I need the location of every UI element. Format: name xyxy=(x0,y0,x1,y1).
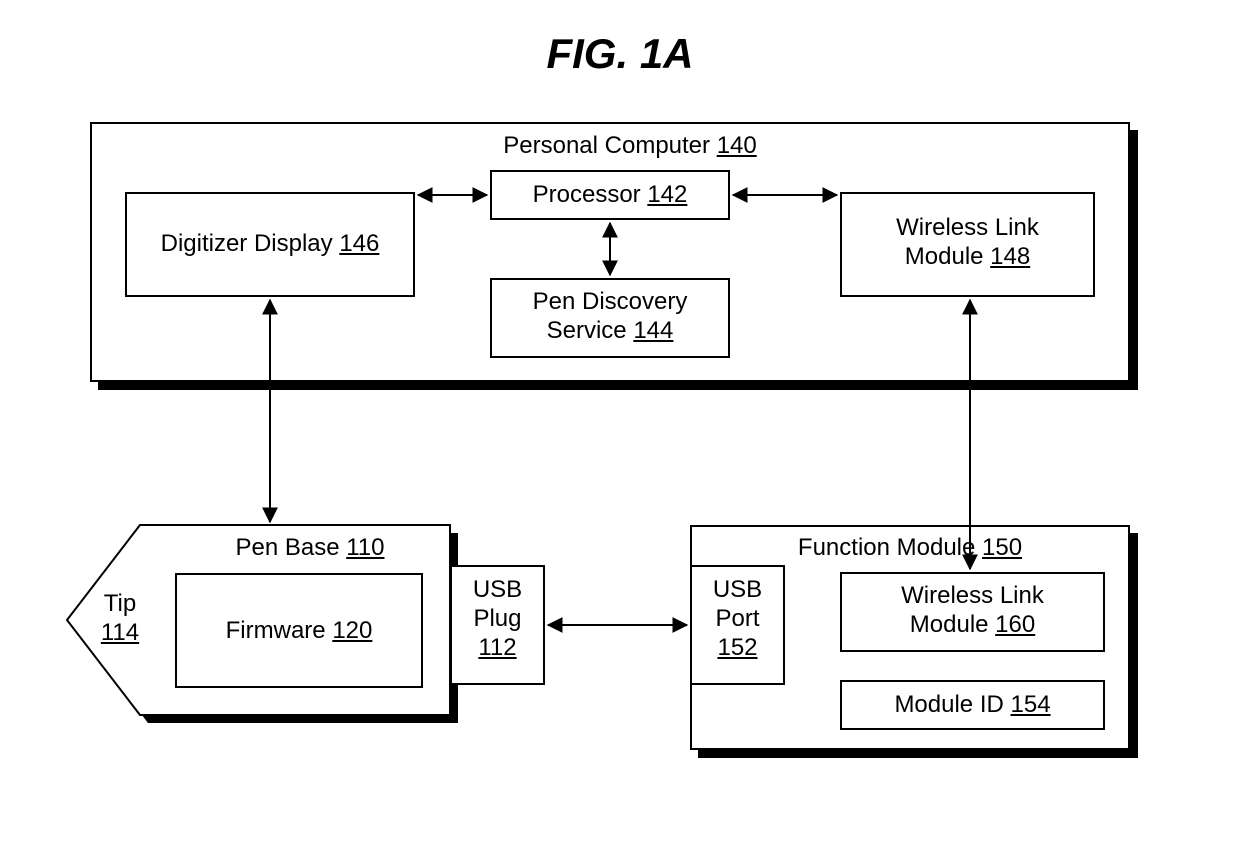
diagram-canvas: FIG. 1A Personal Computer 140 Digitizer … xyxy=(0,0,1240,844)
arrows-svg xyxy=(0,0,1240,844)
